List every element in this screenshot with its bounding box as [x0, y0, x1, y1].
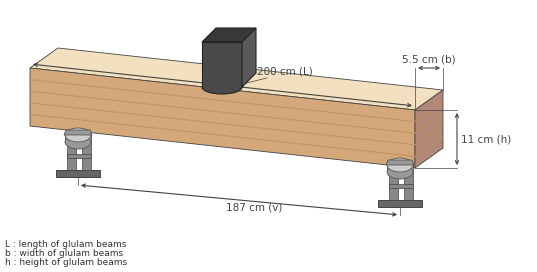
- Polygon shape: [30, 48, 443, 110]
- Polygon shape: [30, 68, 415, 168]
- Text: 187 cm (v): 187 cm (v): [226, 202, 282, 212]
- Polygon shape: [82, 142, 91, 170]
- Text: 200 cm (L): 200 cm (L): [257, 67, 313, 77]
- Polygon shape: [389, 172, 398, 200]
- Polygon shape: [67, 154, 91, 158]
- Polygon shape: [386, 160, 414, 165]
- Polygon shape: [404, 172, 413, 200]
- Polygon shape: [389, 184, 413, 188]
- Text: h : height of glulam beams: h : height of glulam beams: [5, 258, 127, 267]
- Polygon shape: [67, 142, 76, 170]
- Text: 5.5 cm (b): 5.5 cm (b): [402, 55, 456, 65]
- Polygon shape: [242, 28, 256, 87]
- Polygon shape: [415, 90, 443, 168]
- Polygon shape: [378, 200, 422, 207]
- Ellipse shape: [65, 128, 91, 142]
- Polygon shape: [65, 135, 91, 142]
- Ellipse shape: [65, 135, 91, 149]
- Text: L : length of glulam beams: L : length of glulam beams: [5, 240, 126, 249]
- Polygon shape: [56, 170, 100, 177]
- Polygon shape: [202, 28, 256, 42]
- Ellipse shape: [387, 165, 413, 179]
- Ellipse shape: [387, 158, 413, 172]
- Text: 11 cm (h): 11 cm (h): [461, 134, 511, 144]
- Polygon shape: [387, 165, 413, 172]
- Text: b : width of glulam beams: b : width of glulam beams: [5, 249, 123, 258]
- Polygon shape: [64, 130, 92, 135]
- Polygon shape: [202, 42, 242, 87]
- Polygon shape: [202, 87, 242, 94]
